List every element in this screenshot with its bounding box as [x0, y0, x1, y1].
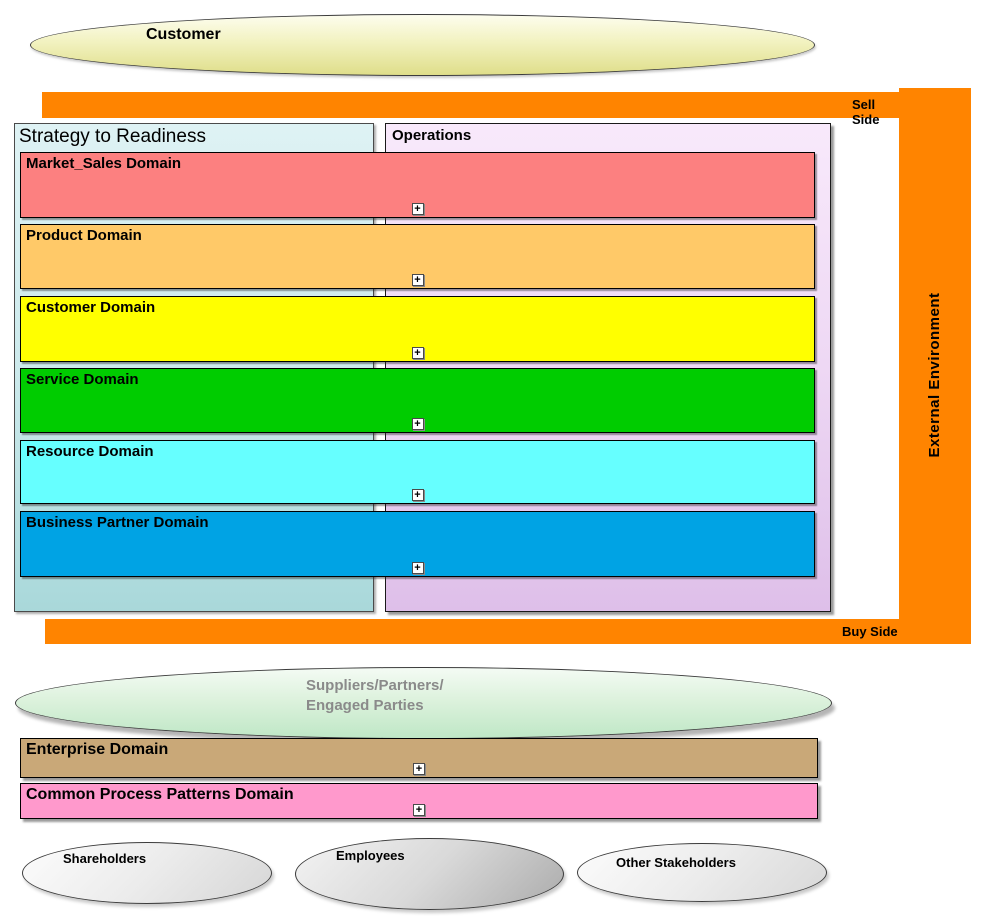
domain-bar-product[interactable]: Product Domain +	[20, 224, 815, 289]
employees-label: Employees	[336, 848, 405, 863]
domain-bar-business-partner[interactable]: Business Partner Domain +	[20, 511, 815, 577]
suppliers-partners-label: Suppliers/Partners/ Engaged Parties	[306, 676, 444, 716]
domain-bar-common-process-patterns[interactable]: Common Process Patterns Domain +	[20, 783, 818, 819]
domain-bar-service[interactable]: Service Domain +	[20, 368, 815, 433]
expand-button[interactable]: +	[411, 274, 424, 286]
strategy-to-readiness-title: Strategy to Readiness	[19, 126, 206, 147]
suppliers-partners-ellipse: Suppliers/Partners/ Engaged Parties	[15, 667, 832, 739]
expand-button[interactable]: +	[413, 763, 425, 775]
expand-button[interactable]: +	[411, 203, 424, 215]
domain-bar-customer[interactable]: Customer Domain +	[20, 296, 815, 362]
suppliers-line2: Engaged Parties	[306, 697, 424, 714]
external-environment-label: External Environment	[926, 292, 943, 458]
other-stakeholders-ellipse: Other Stakeholders	[577, 843, 827, 902]
customer-label: Customer	[146, 26, 221, 43]
buy-side-label: Buy Side	[842, 624, 898, 639]
domain-bar-enterprise[interactable]: Enterprise Domain +	[20, 738, 818, 778]
domain-label: Enterprise Domain	[26, 741, 169, 758]
domain-bar-market-sales[interactable]: Market_Sales Domain +	[20, 152, 815, 218]
expand-button[interactable]: +	[411, 489, 424, 501]
operations-title: Operations	[392, 127, 472, 144]
frame-top-band: Sell Side	[42, 92, 899, 127]
domain-label: Customer Domain	[26, 299, 156, 316]
expand-button[interactable]: +	[413, 804, 425, 816]
domain-label: Resource Domain	[26, 443, 154, 460]
domain-label: Product Domain	[26, 227, 142, 244]
frame-right-column	[899, 88, 971, 644]
domain-label: Market_Sales Domain	[26, 155, 182, 172]
suppliers-line1: Suppliers/Partners/	[306, 677, 444, 694]
customer-ellipse: Customer	[30, 14, 815, 76]
domain-bar-resource[interactable]: Resource Domain +	[20, 440, 815, 504]
domain-label: Service Domain	[26, 371, 139, 388]
shareholders-ellipse: Shareholders	[22, 842, 272, 904]
other-stakeholders-label: Other Stakeholders	[616, 855, 736, 870]
expand-button[interactable]: +	[411, 562, 424, 574]
sell-side-label: Sell Side	[852, 97, 880, 127]
expand-button[interactable]: +	[411, 347, 424, 359]
shareholders-label: Shareholders	[63, 851, 147, 866]
domain-label: Common Process Patterns Domain	[26, 786, 294, 803]
expand-button[interactable]: +	[411, 418, 424, 430]
domain-label: Business Partner Domain	[26, 514, 209, 531]
employees-ellipse: Employees	[295, 838, 564, 910]
frame-bottom-band: Buy Side	[45, 619, 971, 644]
